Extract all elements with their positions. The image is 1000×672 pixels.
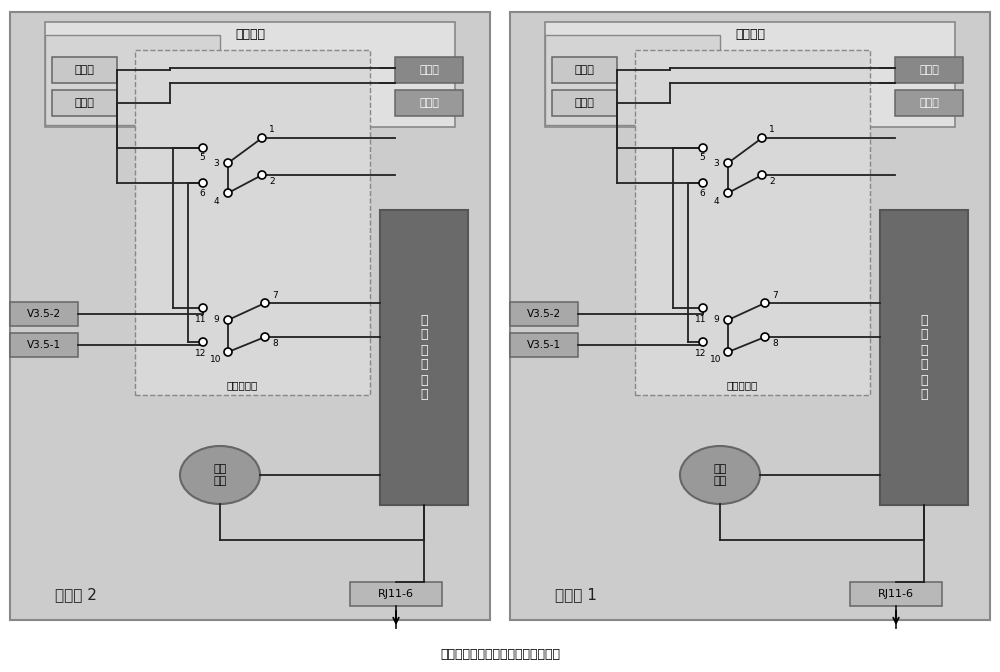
Text: 送话器: 送话器: [419, 65, 439, 75]
Circle shape: [261, 333, 269, 341]
Bar: [552, 90, 617, 116]
Text: 4: 4: [213, 196, 219, 206]
Bar: [545, 35, 720, 125]
Bar: [350, 582, 442, 606]
Circle shape: [724, 189, 732, 197]
Bar: [395, 57, 463, 83]
Bar: [10, 333, 78, 357]
Bar: [10, 12, 490, 620]
Circle shape: [199, 338, 207, 346]
Text: 6: 6: [699, 189, 705, 198]
Bar: [52, 57, 117, 83]
Circle shape: [699, 179, 707, 187]
Text: 9: 9: [213, 315, 219, 325]
Bar: [510, 333, 578, 357]
Text: 受话器: 受话器: [919, 98, 939, 108]
Text: 扬声器: 扬声器: [575, 98, 594, 108]
Circle shape: [761, 299, 769, 307]
Bar: [510, 302, 578, 326]
Bar: [895, 57, 963, 83]
Text: 11: 11: [195, 314, 207, 323]
Text: 功能转换器: 功能转换器: [727, 380, 758, 390]
Bar: [45, 22, 455, 127]
Circle shape: [724, 159, 732, 167]
Bar: [45, 35, 220, 125]
Circle shape: [724, 316, 732, 324]
Text: 1: 1: [769, 126, 775, 134]
Circle shape: [261, 299, 269, 307]
Text: V3.5-1: V3.5-1: [27, 340, 61, 350]
Circle shape: [199, 179, 207, 187]
Text: RJ11-6: RJ11-6: [878, 589, 914, 599]
Text: 4: 4: [713, 196, 719, 206]
Text: 功能转换器: 功能转换器: [227, 380, 258, 390]
Circle shape: [758, 171, 766, 179]
Text: 振铃
开关: 振铃 开关: [713, 464, 727, 486]
Text: 7: 7: [772, 290, 778, 300]
Bar: [895, 90, 963, 116]
Text: 5: 5: [199, 153, 205, 163]
Text: 振铃
开关: 振铃 开关: [213, 464, 227, 486]
Text: 12: 12: [195, 349, 207, 358]
Circle shape: [224, 189, 232, 197]
Text: 2: 2: [769, 177, 775, 185]
Text: 被复线、音频电缆、网线、双绞线等: 被复线、音频电缆、网线、双绞线等: [440, 648, 560, 661]
Text: 10: 10: [710, 355, 722, 364]
Bar: [380, 210, 468, 505]
Text: 电话机 1: 电话机 1: [555, 587, 597, 603]
Text: 9: 9: [713, 315, 719, 325]
Circle shape: [224, 316, 232, 324]
Text: V3.5-2: V3.5-2: [527, 309, 561, 319]
Text: 2: 2: [269, 177, 275, 185]
Circle shape: [258, 171, 266, 179]
Text: 麦克风: 麦克风: [75, 65, 94, 75]
Circle shape: [724, 348, 732, 356]
Bar: [510, 12, 990, 620]
Text: 电话机 2: 电话机 2: [55, 587, 97, 603]
Bar: [395, 90, 463, 116]
Bar: [135, 50, 370, 395]
Text: 12: 12: [695, 349, 707, 358]
Text: 1: 1: [269, 126, 275, 134]
Text: 8: 8: [272, 339, 278, 347]
Text: RJ11-6: RJ11-6: [378, 589, 414, 599]
Bar: [10, 302, 78, 326]
Bar: [880, 210, 968, 505]
Text: 电话手柄: 电话手柄: [735, 28, 765, 40]
Text: 扬声器: 扬声器: [75, 98, 94, 108]
Circle shape: [699, 304, 707, 312]
Text: 3: 3: [713, 159, 719, 167]
Bar: [545, 22, 955, 127]
Circle shape: [224, 348, 232, 356]
Text: 磁
石
电
话
电
路: 磁 石 电 话 电 路: [920, 314, 928, 401]
Circle shape: [199, 144, 207, 152]
Text: 10: 10: [210, 355, 222, 364]
Bar: [552, 57, 617, 83]
Text: V3.5-2: V3.5-2: [27, 309, 61, 319]
Circle shape: [258, 134, 266, 142]
Circle shape: [199, 304, 207, 312]
Circle shape: [758, 134, 766, 142]
Text: 磁
石
电
话
电
路: 磁 石 电 话 电 路: [420, 314, 428, 401]
Bar: [635, 50, 870, 395]
Circle shape: [699, 144, 707, 152]
Text: 6: 6: [199, 189, 205, 198]
Text: V3.5-1: V3.5-1: [527, 340, 561, 350]
Text: 3: 3: [213, 159, 219, 167]
Ellipse shape: [180, 446, 260, 504]
Text: 电话手柄: 电话手柄: [235, 28, 265, 40]
Circle shape: [699, 338, 707, 346]
Text: 5: 5: [699, 153, 705, 163]
Circle shape: [761, 333, 769, 341]
Text: 麦克风: 麦克风: [575, 65, 594, 75]
Text: 11: 11: [695, 314, 707, 323]
Text: 送话器: 送话器: [919, 65, 939, 75]
Bar: [52, 90, 117, 116]
Text: 受话器: 受话器: [419, 98, 439, 108]
Bar: [850, 582, 942, 606]
Text: 7: 7: [272, 290, 278, 300]
Text: 8: 8: [772, 339, 778, 347]
Ellipse shape: [680, 446, 760, 504]
Circle shape: [224, 159, 232, 167]
